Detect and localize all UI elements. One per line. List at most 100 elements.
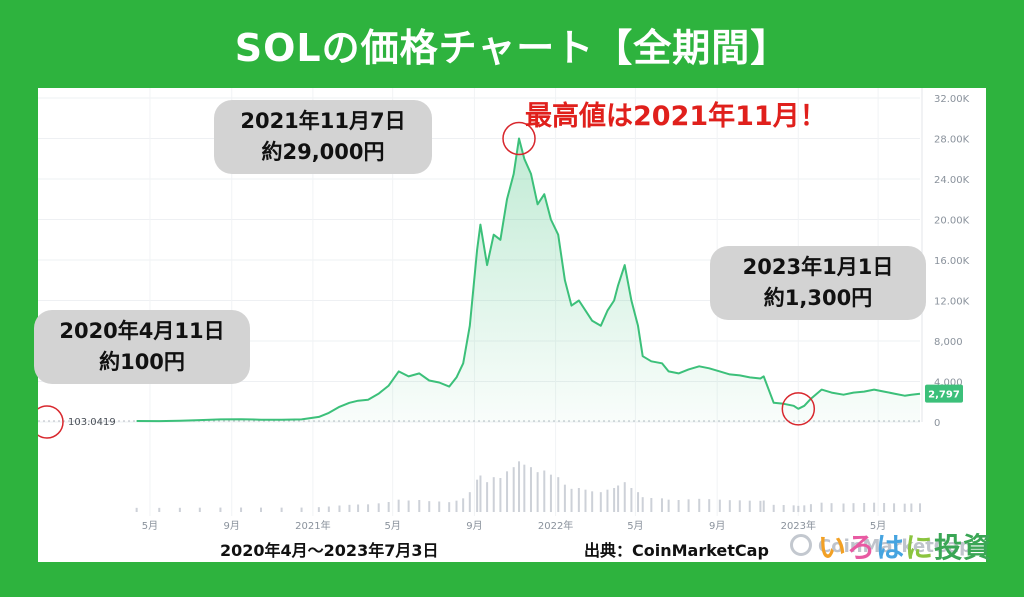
volume-bar <box>260 507 263 512</box>
x-tick-label: 5月 <box>870 520 886 532</box>
y-tick-label: 12.00K <box>934 297 970 308</box>
volume-bar <box>630 488 633 512</box>
peak-callout: 2021年11月7日 約29,000円 <box>214 100 432 174</box>
volume-bar <box>903 503 906 512</box>
x-tick-label: 9月 <box>709 520 725 532</box>
volume-bar <box>158 507 161 512</box>
volume-bar <box>577 488 580 512</box>
volume-bar <box>617 485 620 512</box>
volume-bar <box>792 505 795 512</box>
volume-bar <box>563 484 566 512</box>
y-tick-label: 8,000 <box>934 337 963 348</box>
volume-bar <box>523 464 526 512</box>
volume-bar <box>919 503 921 512</box>
volume-bar <box>584 489 587 512</box>
volume-bar <box>570 488 573 512</box>
volume-bar <box>536 472 539 512</box>
start-date: 2020年4月11日 <box>59 319 225 343</box>
volume-bar <box>910 503 913 512</box>
recent-callout: 2023年1月1日 約1,300円 <box>710 246 926 320</box>
volume-bar <box>543 470 546 512</box>
price-line <box>136 137 921 423</box>
source-credit: 出典：CoinMarketCap <box>584 541 769 560</box>
y-tick-label: 24.00K <box>934 175 970 186</box>
x-tick-label: 2021年 <box>295 519 330 532</box>
volume-bar <box>327 506 330 512</box>
brand-char-0: い <box>818 531 848 564</box>
volume-bar <box>338 505 341 512</box>
brand-logo: いろはに投資 <box>818 526 992 566</box>
start-value-label: 103.0419 <box>68 417 116 428</box>
volume-bar <box>873 502 876 512</box>
watermark-text: CoinMarketCap <box>818 536 973 557</box>
volume-bar <box>883 503 886 512</box>
volume-bar <box>623 482 626 512</box>
volume-bar <box>613 488 616 512</box>
start-callout: 2020年4月11日 約100円 <box>34 310 250 384</box>
volume-bar <box>348 504 351 512</box>
volume-bar <box>782 505 785 512</box>
x-tick-label: 9月 <box>466 520 482 532</box>
volume-bar <box>428 501 431 512</box>
volume-bar <box>479 475 482 512</box>
brand-char-3: に <box>905 531 935 564</box>
volume-bar <box>418 500 421 512</box>
volume-bar <box>377 503 380 512</box>
volume-bar <box>641 497 644 512</box>
volume-bar <box>135 507 138 512</box>
volume-bar <box>407 500 410 512</box>
page-title: SOLの価格チャート【全期間】 <box>234 25 790 70</box>
volume-bar <box>599 492 602 512</box>
coinmarketcap-logo-icon <box>790 534 812 556</box>
x-tick-label: 2022年 <box>538 519 573 532</box>
volume-bar <box>687 499 690 512</box>
volume-bar <box>591 491 594 512</box>
volume-bar <box>772 504 775 512</box>
x-tick-label: 2023年 <box>781 519 816 532</box>
coinmarketcap-watermark: CoinMarketCap <box>790 534 973 558</box>
volume-bar <box>387 502 390 512</box>
volume-bar <box>518 461 521 512</box>
volume-bar <box>606 489 609 512</box>
volume-bar <box>280 507 283 512</box>
brand-char-4: 投資 <box>934 531 993 564</box>
peak-date: 2021年11月7日 <box>240 109 406 133</box>
volume-bar <box>219 507 222 512</box>
volume-bar <box>529 467 532 512</box>
volume-bar <box>468 492 471 512</box>
volume-bar <box>448 502 451 512</box>
y-tick-label: 16.00K <box>934 256 970 267</box>
volume-bar <box>893 503 896 512</box>
date-range: 2020年4月〜2023年7月3日 <box>220 541 439 560</box>
volume-bar <box>357 504 360 512</box>
volume-bar <box>317 507 320 512</box>
volume-bar <box>748 500 751 512</box>
volume-bar <box>797 505 800 512</box>
recent-price: 約1,300円 <box>763 286 873 310</box>
volume-bar <box>178 507 181 512</box>
x-tick-label: 5月 <box>627 520 643 532</box>
volume-bar <box>557 477 560 512</box>
volume-bar <box>667 499 670 512</box>
y-tick-label: 32.00K <box>934 94 970 105</box>
volume-bar <box>809 504 812 512</box>
volume-bar <box>476 479 479 512</box>
peak-price: 約29,000円 <box>261 140 385 164</box>
x-tick-label: 9月 <box>224 520 240 532</box>
recent-date: 2023年1月1日 <box>742 255 894 279</box>
volume-bar <box>762 500 765 512</box>
last-price-tag <box>925 384 963 403</box>
volume-bar <box>863 503 866 512</box>
volume-bar <box>455 500 458 512</box>
peak-headline: 最高値は2021年11月！ <box>525 101 827 132</box>
volume-bar <box>549 474 552 512</box>
volume-bar <box>300 507 303 512</box>
volume-bar <box>677 500 680 512</box>
volume-bar <box>738 500 741 512</box>
start-highlight-circle <box>38 405 64 439</box>
volume-bar <box>438 501 441 512</box>
price-area <box>136 138 921 422</box>
volume-bar <box>698 498 701 512</box>
volume-bar <box>637 492 640 512</box>
volume-bar <box>820 502 823 512</box>
